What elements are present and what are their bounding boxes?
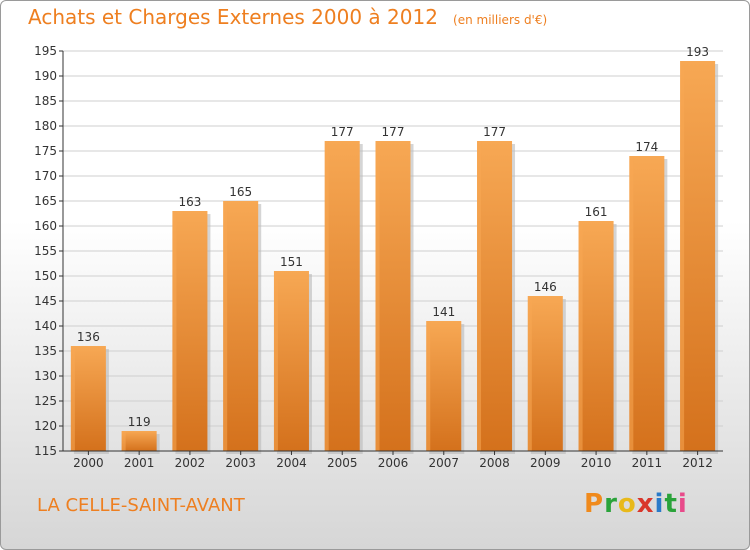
bar-value-label: 161 <box>585 205 608 219</box>
bar-highlight <box>578 221 583 451</box>
bar-highlight <box>426 321 431 451</box>
logo-letter: i <box>654 489 665 519</box>
bar <box>375 141 411 451</box>
y-tick-label: 115 <box>34 444 57 458</box>
bar <box>578 221 614 451</box>
bar-highlight <box>375 141 380 451</box>
bar <box>477 141 513 451</box>
bar-value-label: 119 <box>128 415 151 429</box>
y-tick-label: 130 <box>34 369 57 383</box>
x-tick-label: 2001 <box>124 456 155 470</box>
y-tick-label: 140 <box>34 319 57 333</box>
axes: 115 120 125 130 135 140 145 150 155 160 165 170 175 1… <box>34 44 723 470</box>
x-tick-label: 2005 <box>327 456 358 470</box>
y-tick-label: 175 <box>34 144 57 158</box>
bar-highlight <box>629 156 634 451</box>
y-tick-label: 135 <box>34 344 57 358</box>
bar-value-label: 174 <box>635 140 658 154</box>
y-tick-label: 195 <box>34 44 57 58</box>
bar <box>527 296 563 451</box>
logo-letter: x <box>636 489 655 519</box>
title-row: Achats et Charges Externes 2000 à 2012 (… <box>28 5 547 29</box>
y-tick-label: 120 <box>34 419 57 433</box>
bar-value-label: 177 <box>483 125 506 139</box>
place-name: LA CELLE-SAINT-AVANT <box>37 495 245 516</box>
y-tick-label: 125 <box>34 394 57 408</box>
bar <box>680 61 716 451</box>
logo-letter: t <box>664 489 678 519</box>
x-tick-label: 2003 <box>225 456 256 470</box>
y-tick-label: 145 <box>34 294 57 308</box>
x-tick-label: 2009 <box>530 456 561 470</box>
y-tick-label: 180 <box>34 119 57 133</box>
bar <box>324 141 360 451</box>
y-tick-label: 185 <box>34 94 57 108</box>
logo-letter: i <box>677 489 688 519</box>
bar-value-label: 193 <box>686 45 709 59</box>
logo-letter: o <box>617 489 637 519</box>
y-tick-label: 190 <box>34 69 57 83</box>
x-tick-label: 2012 <box>682 456 713 470</box>
x-tick-label: 2002 <box>175 456 206 470</box>
logo-letter: r <box>604 489 618 519</box>
x-tick-label: 2008 <box>479 456 510 470</box>
x-tick-label: 2004 <box>276 456 307 470</box>
bar-value-label: 151 <box>280 255 303 269</box>
bar <box>426 321 462 451</box>
y-tick-label: 160 <box>34 219 57 233</box>
x-tick-label: 2006 <box>378 456 409 470</box>
bar-highlight <box>527 296 532 451</box>
bar <box>70 346 106 451</box>
bar-value-label: 177 <box>382 125 405 139</box>
bar-highlight <box>223 201 228 451</box>
chart-subtitle: (en milliers d'€) <box>453 13 548 27</box>
x-tick-label: 2010 <box>581 456 612 470</box>
bar-value-label: 141 <box>432 305 455 319</box>
bar-value-label: 136 <box>77 330 100 344</box>
bar-highlight <box>477 141 482 451</box>
proxiti-logo: Proxiti <box>584 489 688 519</box>
x-tick-label: 2007 <box>428 456 459 470</box>
bar-highlight <box>680 61 685 451</box>
logo-letter: P <box>584 489 605 519</box>
x-tick-label: 2011 <box>632 456 663 470</box>
bar-value-label: 177 <box>331 125 354 139</box>
bar-value-label: 146 <box>534 280 557 294</box>
x-tick-label: 2000 <box>73 456 104 470</box>
bar <box>629 156 665 451</box>
y-tick-label: 165 <box>34 194 57 208</box>
bar-value-label: 163 <box>178 195 201 209</box>
bar <box>121 431 157 451</box>
bar-highlight <box>70 346 75 451</box>
bar-highlight <box>324 141 329 451</box>
data-labels: 136 119 163 165 151 177 177 141 177 146 161 174 193 <box>77 45 709 429</box>
bar-highlight <box>273 271 278 451</box>
bar-highlight <box>172 211 177 451</box>
chart-title: Achats et Charges Externes 2000 à 2012 <box>28 5 438 29</box>
bar-value-label: 165 <box>229 185 252 199</box>
bar <box>223 201 259 451</box>
bars <box>70 61 719 454</box>
bar <box>172 211 208 451</box>
y-tick-label: 150 <box>34 269 57 283</box>
y-tick-label: 170 <box>34 169 57 183</box>
y-tick-label: 155 <box>34 244 57 258</box>
bar-highlight <box>121 431 126 451</box>
bar <box>273 271 309 451</box>
